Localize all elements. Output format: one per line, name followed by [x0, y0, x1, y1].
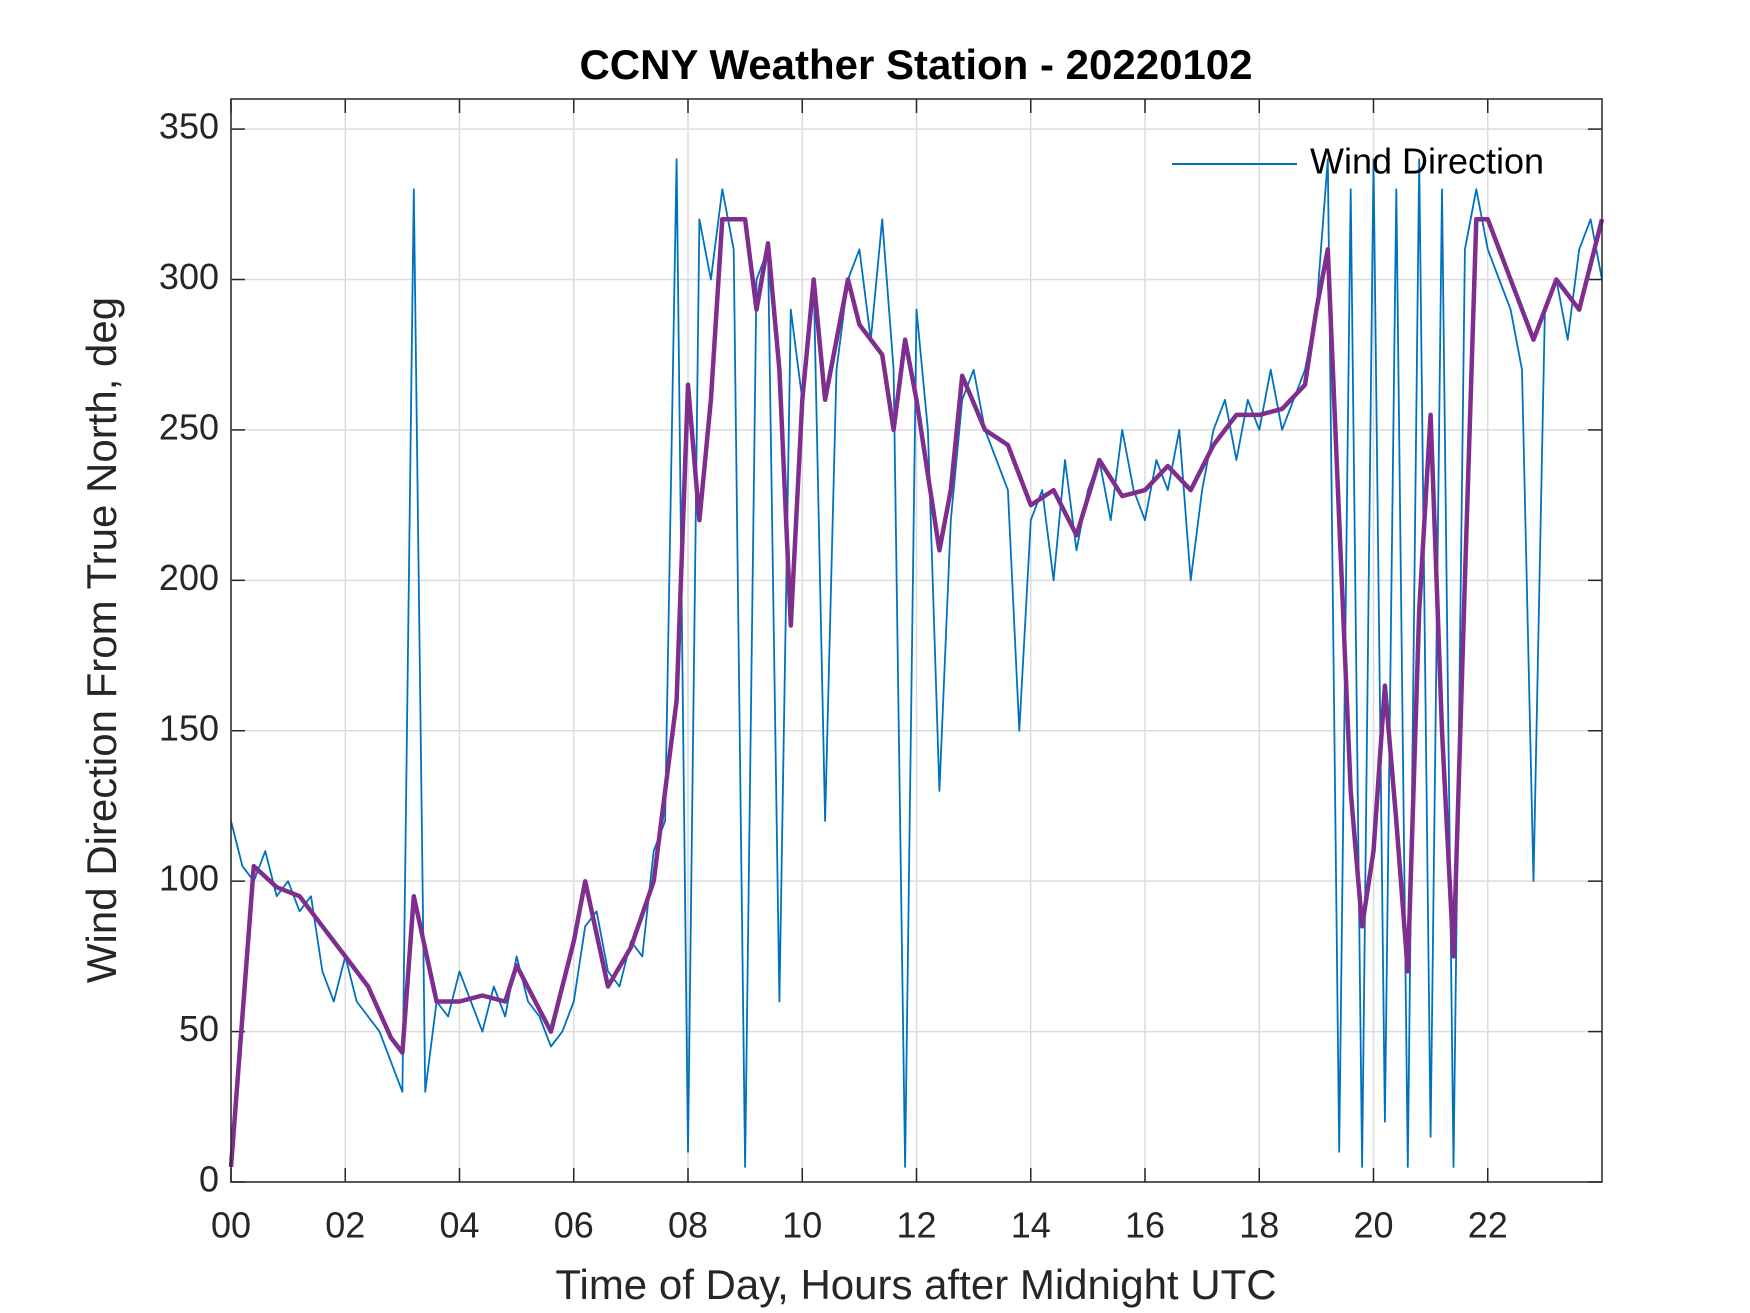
y-tick-label: 200 — [159, 557, 219, 598]
y-tick-label: 150 — [159, 707, 219, 748]
x-tick-label: 18 — [1239, 1205, 1279, 1246]
y-tick-label: 300 — [159, 256, 219, 297]
x-tick-label: 20 — [1353, 1205, 1393, 1246]
x-tick-label: 02 — [325, 1205, 365, 1246]
x-axis-label: Time of Day, Hours after Midnight UTC — [555, 1261, 1276, 1308]
x-tick-label: 08 — [668, 1205, 708, 1246]
y-axis-label: Wind Direction From True North, deg — [78, 297, 125, 983]
x-tick-label: 14 — [1011, 1205, 1051, 1246]
y-tick-label: 250 — [159, 406, 219, 447]
y-tick-label: 350 — [159, 106, 219, 147]
y-tick-label: 0 — [199, 1159, 219, 1200]
x-tick-label: 00 — [211, 1205, 251, 1246]
x-tick-label: 04 — [439, 1205, 479, 1246]
y-tick-label: 100 — [159, 858, 219, 899]
data-line — [228, 217, 1605, 1168]
x-tick-label: 06 — [554, 1205, 594, 1246]
x-tick-label: 10 — [782, 1205, 822, 1246]
x-tick-label: 16 — [1125, 1205, 1165, 1246]
y-tick-label: 50 — [179, 1008, 219, 1049]
data-line — [230, 158, 1603, 1168]
legend-label: Wind Direction — [1310, 141, 1544, 182]
axes-box — [230, 98, 1603, 1183]
x-tick-label: 12 — [896, 1205, 936, 1246]
chart-title: CCNY Weather Station - 20220102 — [579, 41, 1252, 88]
x-tick-label: 22 — [1468, 1205, 1508, 1246]
